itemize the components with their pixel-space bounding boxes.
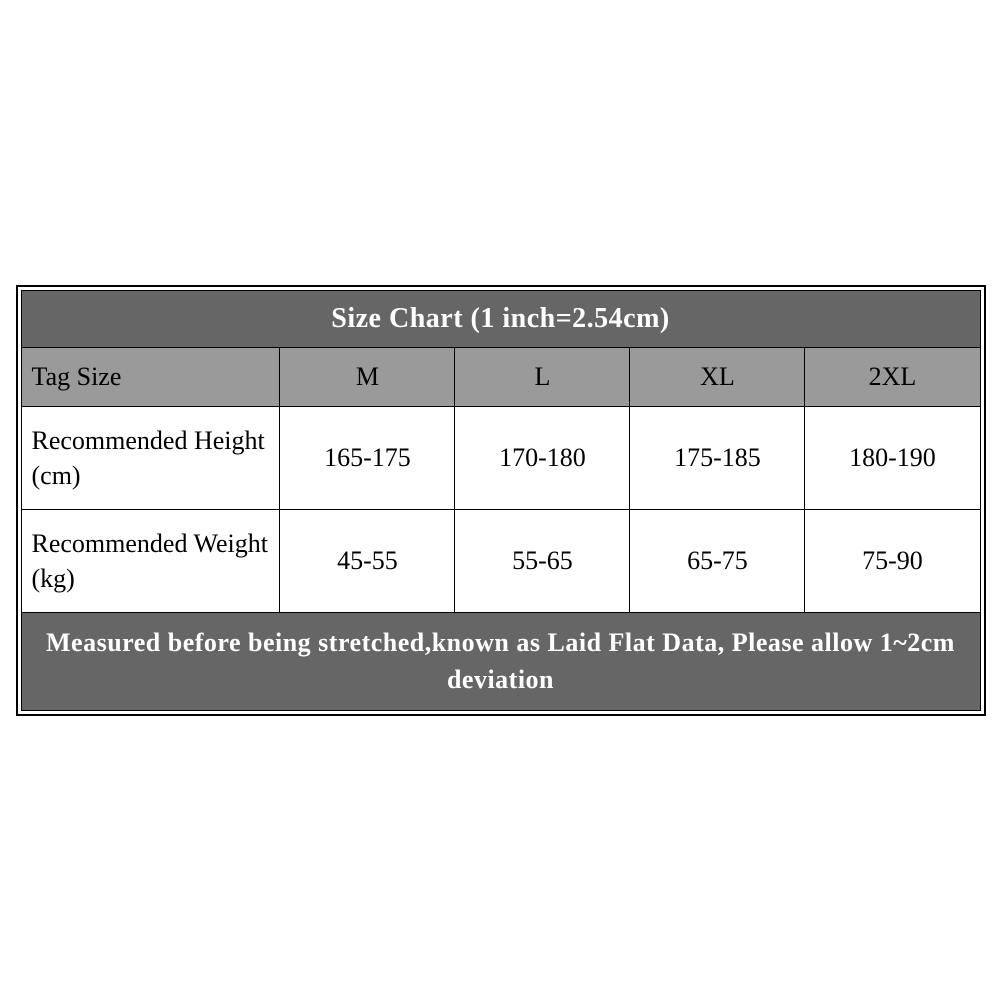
height-xl: 175-185	[630, 406, 805, 509]
height-m: 165-175	[280, 406, 455, 509]
weight-2xl: 75-90	[805, 510, 980, 613]
height-2xl: 180-190	[805, 406, 980, 509]
row-label-weight: Recommended Weight (kg)	[21, 510, 280, 613]
weight-l: 55-65	[455, 510, 630, 613]
chart-footer: Measured before being stretched,known as…	[21, 613, 980, 711]
size-col-2xl: 2XL	[805, 347, 980, 406]
height-l: 170-180	[455, 406, 630, 509]
size-col-m: M	[280, 347, 455, 406]
size-chart-frame: Size Chart (1 inch=2.54cm) Tag Size M L …	[16, 285, 986, 716]
table-row: Recommended Height (cm) 165-175 170-180 …	[21, 406, 980, 509]
size-col-l: L	[455, 347, 630, 406]
size-chart-table: Size Chart (1 inch=2.54cm) Tag Size M L …	[21, 290, 981, 711]
weight-xl: 65-75	[630, 510, 805, 613]
size-col-xl: XL	[630, 347, 805, 406]
footer-row: Measured before being stretched,known as…	[21, 613, 980, 711]
title-row: Size Chart (1 inch=2.54cm)	[21, 290, 980, 347]
chart-title: Size Chart (1 inch=2.54cm)	[21, 290, 980, 347]
weight-m: 45-55	[280, 510, 455, 613]
tag-size-header: Tag Size	[21, 347, 280, 406]
header-row: Tag Size M L XL 2XL	[21, 347, 980, 406]
row-label-height: Recommended Height (cm)	[21, 406, 280, 509]
table-row: Recommended Weight (kg) 45-55 55-65 65-7…	[21, 510, 980, 613]
